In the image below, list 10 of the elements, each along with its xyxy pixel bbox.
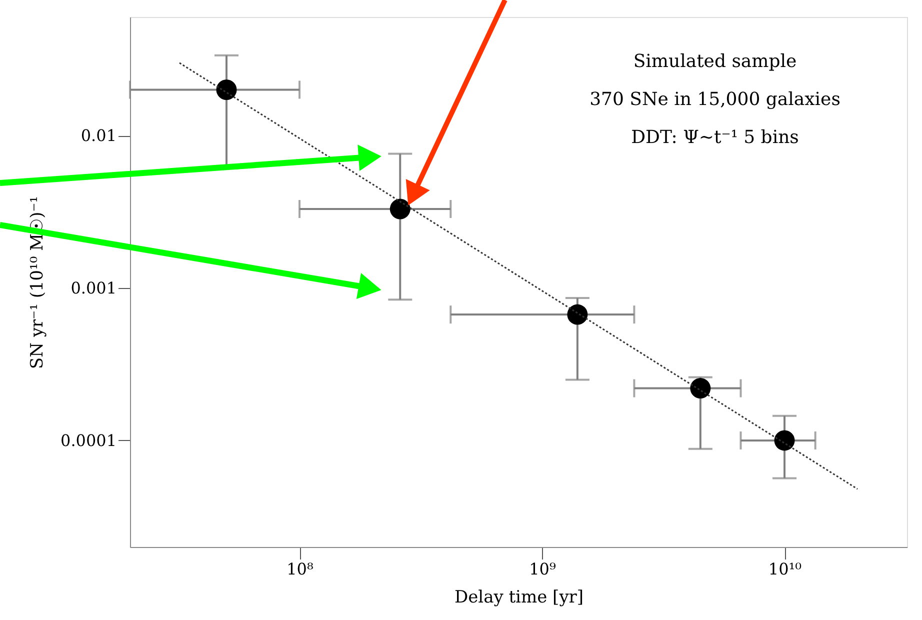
annotation: 370 SNe in 15,000 galaxies <box>590 89 840 110</box>
annotation: DDT: Ψ~t⁻¹ 5 bins <box>631 127 799 148</box>
y-tick-label: 0.001 <box>70 278 116 298</box>
y-tick-label: 0.01 <box>80 126 116 146</box>
x-tick-label: 10⁹ <box>529 560 556 578</box>
x-tick-label: 10⁸ <box>286 560 314 578</box>
annotation: Simulated sample <box>633 51 797 72</box>
x-axis-title: Delay time [yr] <box>454 588 584 608</box>
y-tick-label: 0.0001 <box>60 430 116 450</box>
x-tick-label: 10¹⁰ <box>768 560 802 578</box>
